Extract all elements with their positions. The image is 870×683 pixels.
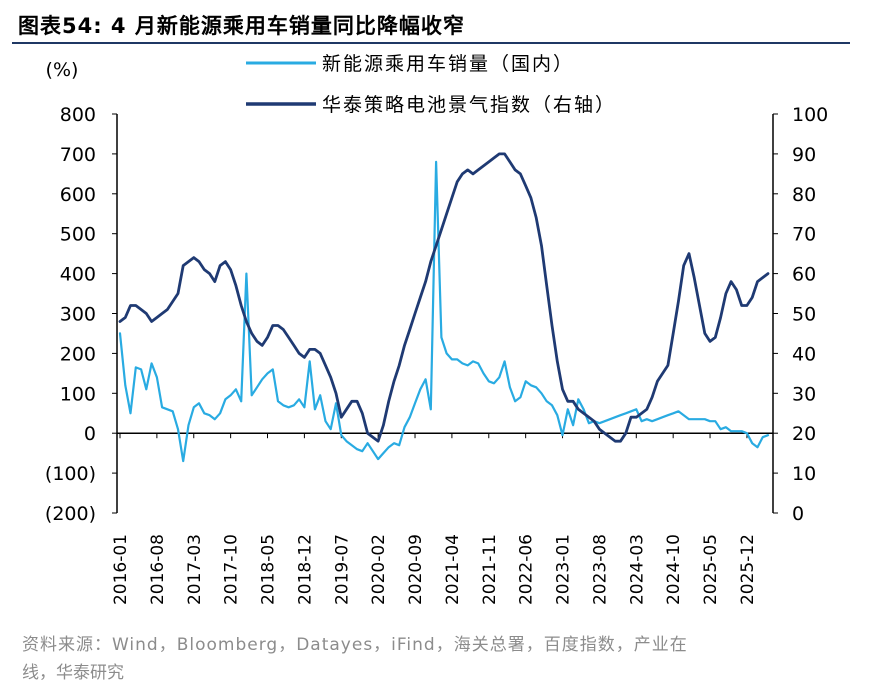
right-tick-label: 20 bbox=[792, 423, 816, 445]
right-tick-label: 60 bbox=[792, 264, 816, 286]
x-tick-label: 2018-05 bbox=[259, 534, 279, 605]
x-tick-label: 2016-08 bbox=[148, 534, 168, 605]
left-tick-label: 400 bbox=[60, 264, 96, 286]
right-tick-label: 40 bbox=[792, 343, 816, 365]
right-tick-label: 90 bbox=[792, 144, 816, 166]
left-tick-label: (200) bbox=[45, 503, 96, 525]
left-tick-label: 600 bbox=[60, 184, 96, 206]
x-tick-label: 2017-03 bbox=[185, 534, 205, 605]
left-tick-label: 500 bbox=[60, 224, 96, 246]
left-tick-label: (100) bbox=[45, 463, 96, 485]
x-tick-label: 2021-04 bbox=[443, 534, 463, 605]
x-tick-label: 2025-05 bbox=[701, 534, 721, 605]
right-tick-label: 10 bbox=[792, 463, 816, 485]
source-note-cut: 线，华泰研究 bbox=[22, 663, 124, 683]
left-tick-label: 800 bbox=[60, 104, 96, 126]
legend: 新能源乘用车销量（国内） 华泰策略电池景气指数（右轴） bbox=[246, 53, 616, 116]
x-tick-label: 2024-10 bbox=[664, 534, 684, 605]
chart-svg: 新能源乘用车销量（国内）华泰策略电池景气指数（右轴） 8007006005004… bbox=[45, 53, 828, 605]
x-tick-label: 2017-10 bbox=[222, 534, 242, 605]
x-tick-label: 2023-01 bbox=[554, 534, 574, 605]
x-tick-label: 2023-08 bbox=[590, 534, 610, 605]
right-tick-label: 0 bbox=[792, 503, 804, 525]
left-tick-label: 100 bbox=[60, 383, 96, 405]
x-tick-label: 2021-11 bbox=[480, 534, 500, 605]
right-tick-label: 80 bbox=[792, 184, 816, 206]
left-axis-unit: (%) bbox=[46, 59, 79, 81]
title-rule bbox=[12, 42, 850, 44]
left-tick-label: 200 bbox=[60, 343, 96, 365]
legend-label: 华泰策略电池景气指数（右轴） bbox=[322, 94, 616, 116]
x-tick-label: 2019-07 bbox=[332, 534, 352, 605]
x-tick-label: 2025-12 bbox=[738, 534, 758, 605]
legend-label: 新能源乘用车销量（国内） bbox=[322, 53, 574, 75]
x-tick-label: 2020-09 bbox=[406, 534, 426, 605]
source-note: 资料来源：Wind，Bloomberg，Datayes，iFind，海关总署，百… bbox=[22, 635, 688, 655]
tick-label-layer: 8007006005004003002001000(100)(200)(%)10… bbox=[45, 59, 828, 605]
battery-index-line bbox=[118, 152, 770, 443]
right-tick-label: 50 bbox=[792, 304, 816, 326]
x-tick-label: 2018-12 bbox=[295, 534, 315, 605]
left-tick-label: 700 bbox=[60, 144, 96, 166]
right-tick-label: 100 bbox=[792, 104, 828, 126]
chart-title: 图表54: 4 月新能源乘用车销量同比降幅收窄 bbox=[18, 14, 465, 38]
axes-layer bbox=[112, 113, 778, 514]
series-layer bbox=[118, 152, 770, 463]
x-tick-label: 2022-06 bbox=[517, 534, 537, 605]
x-tick-label: 2024-03 bbox=[627, 534, 647, 605]
right-tick-label: 30 bbox=[792, 383, 816, 405]
right-tick-label: 70 bbox=[792, 224, 816, 246]
nev-sales-line bbox=[118, 160, 770, 463]
left-tick-label: 0 bbox=[84, 423, 96, 445]
left-tick-label: 300 bbox=[60, 304, 96, 326]
x-tick-label: 2016-01 bbox=[111, 534, 131, 605]
x-tick-label: 2020-02 bbox=[369, 534, 389, 605]
